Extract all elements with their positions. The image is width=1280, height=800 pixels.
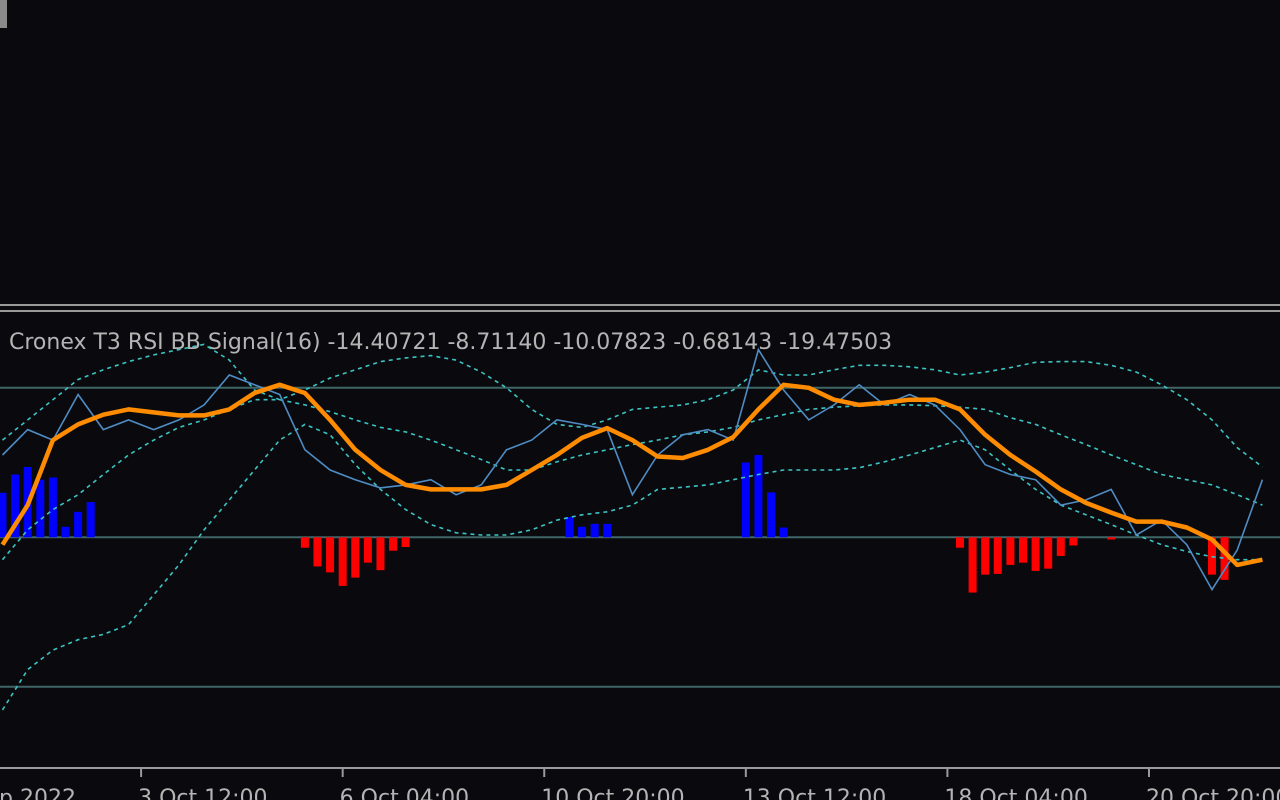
histogram-bar xyxy=(981,537,990,575)
plot-area xyxy=(0,343,1280,711)
histogram-bar xyxy=(48,477,57,538)
indicator-line xyxy=(0,382,1263,568)
histogram-bar xyxy=(313,537,322,567)
histogram-bar xyxy=(389,537,398,551)
histogram-bar xyxy=(779,527,788,538)
indicator-line xyxy=(1,347,1264,592)
histogram-bar xyxy=(1220,537,1229,580)
x-tick-label: 3 Oct 12:00 xyxy=(138,786,267,800)
histogram-bar xyxy=(754,455,763,538)
scroll-marker xyxy=(0,0,7,28)
histogram-bar xyxy=(1069,537,1078,546)
histogram-bar xyxy=(741,462,750,538)
histogram-bar xyxy=(968,537,977,593)
x-tick-label: 10 Oct 20:00 xyxy=(541,786,684,800)
histogram-bar xyxy=(61,526,70,538)
histogram-bar xyxy=(300,537,309,548)
histogram-bar xyxy=(74,511,83,538)
histogram-bar xyxy=(1006,537,1015,565)
histogram-bar xyxy=(338,537,347,586)
histogram-bar xyxy=(11,474,20,538)
histogram-bar xyxy=(351,537,360,578)
x-tick-label: 13 Oct 12:00 xyxy=(743,786,886,800)
histogram-bar xyxy=(1018,537,1027,563)
x-tick-label: 30 Sep 2022 xyxy=(0,786,76,800)
indicator-label: Cronex T3 RSI BB Signal(16) -14.40721 -8… xyxy=(9,330,892,355)
histogram-bar xyxy=(0,492,7,538)
histogram-bar xyxy=(1107,537,1116,540)
histogram-bar xyxy=(590,523,599,538)
histogram-bar xyxy=(363,537,372,563)
histogram-bar xyxy=(401,537,410,547)
histogram-bar xyxy=(578,526,587,538)
histogram-bar xyxy=(993,537,1002,574)
x-tick-label: 18 Oct 04:00 xyxy=(944,786,1087,800)
histogram-bar xyxy=(565,517,574,538)
indicator-line xyxy=(1,343,1263,468)
histogram-bar xyxy=(956,537,964,548)
histogram-bar xyxy=(36,479,45,538)
histogram-bar xyxy=(767,492,776,538)
histogram-bar xyxy=(326,537,335,573)
histogram-bar xyxy=(86,502,95,538)
histogram-bar xyxy=(376,537,385,571)
x-tick-label: 6 Oct 04:00 xyxy=(340,786,469,800)
histogram-bar xyxy=(1056,537,1065,556)
x-tick-label: 20 Oct 20:00 xyxy=(1146,786,1280,800)
x-axis-labels: 30 Sep 2022 3 Oct 12:00 6 Oct 04:00 10 Oct … xyxy=(0,768,1280,800)
histogram-bar xyxy=(1044,537,1053,569)
histogram-bar xyxy=(1031,537,1040,571)
histogram-bar xyxy=(603,523,612,538)
indicator-line xyxy=(1,398,1263,561)
